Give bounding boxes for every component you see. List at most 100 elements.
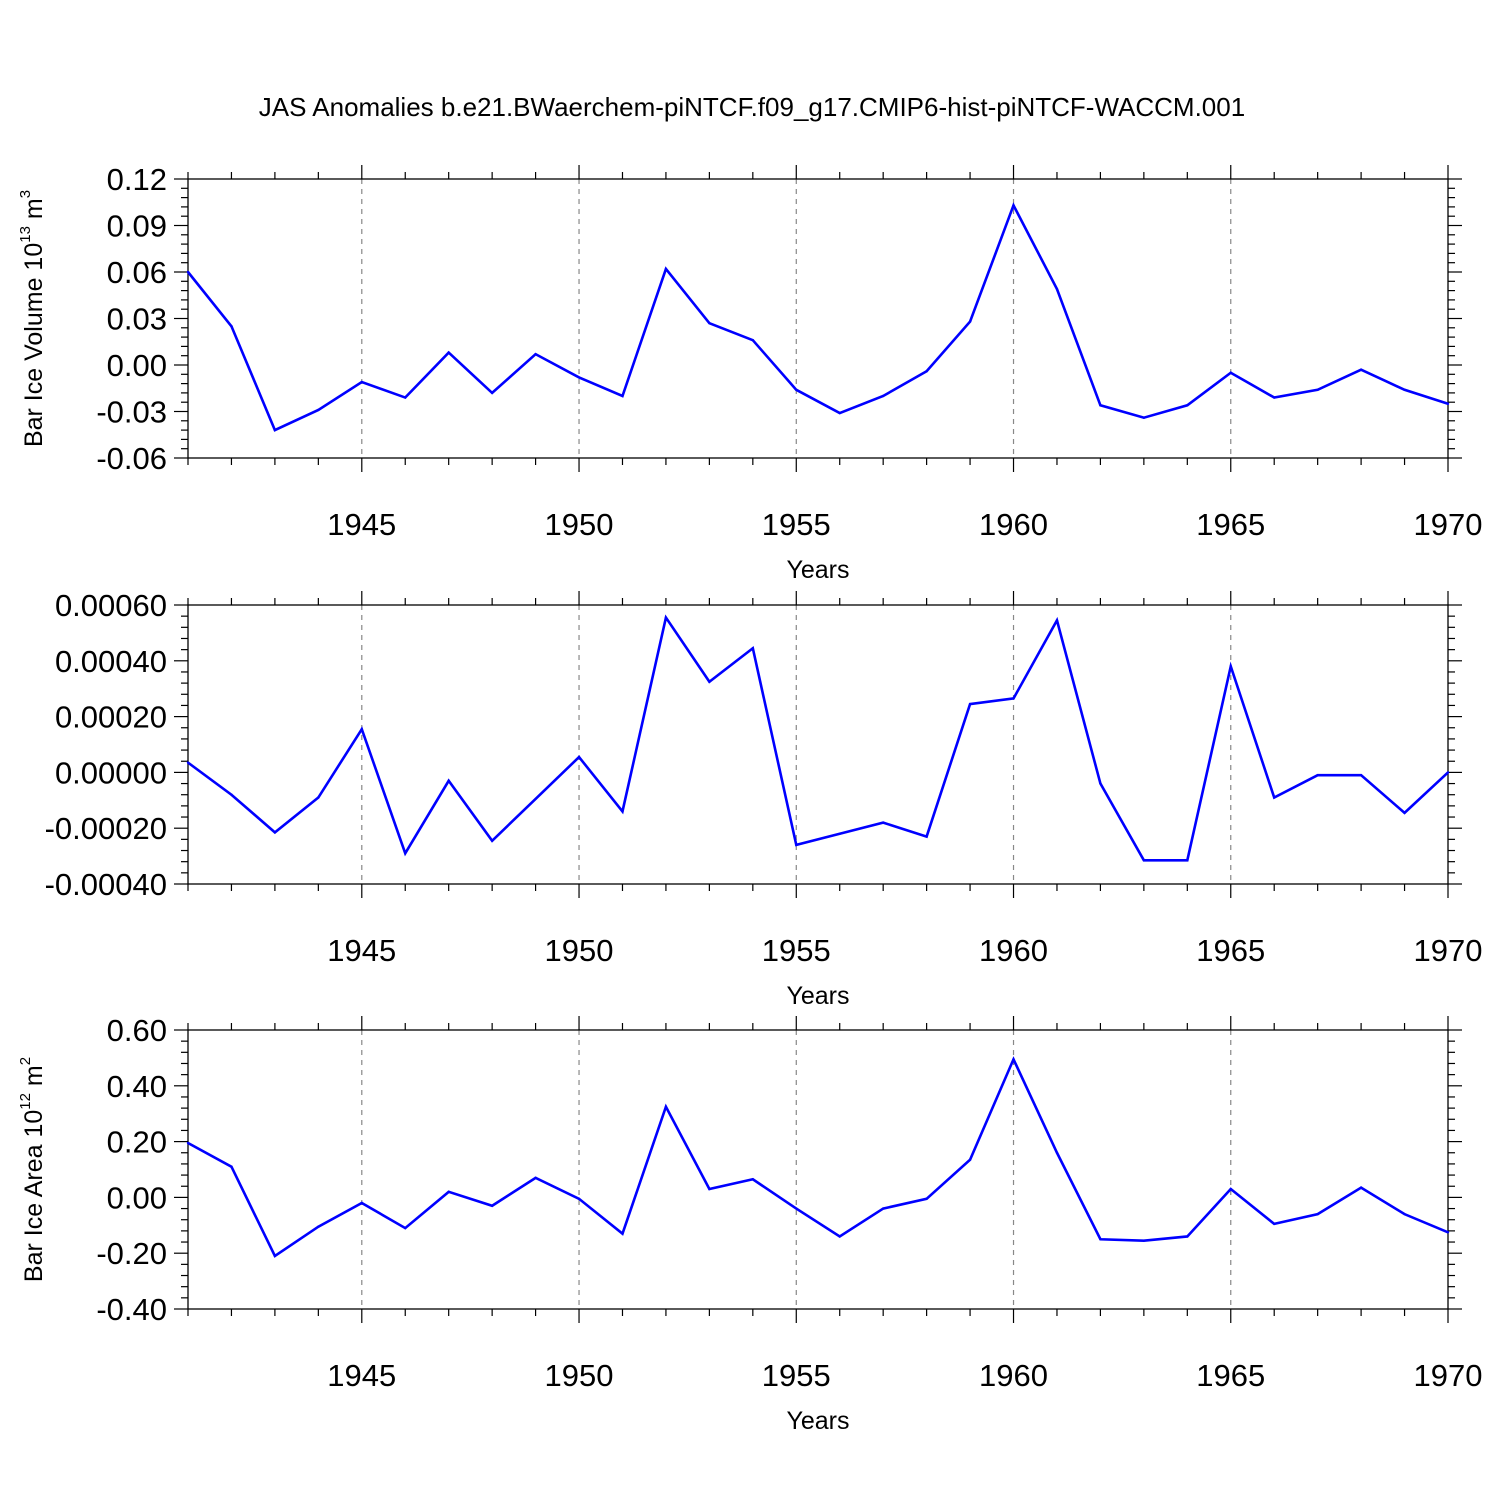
- data-point: [751, 339, 755, 342]
- data-point: [795, 1207, 798, 1210]
- data-point: [968, 702, 972, 706]
- data-point: [404, 396, 407, 399]
- data-point: [1403, 811, 1406, 815]
- y-tick-label: -0.40: [96, 1292, 167, 1327]
- data-point: [447, 351, 450, 354]
- data-point: [230, 793, 233, 796]
- data-point: [925, 1197, 928, 1200]
- y-tick-label: 0.00: [107, 1180, 167, 1215]
- y-tick-label: 0.20: [107, 1125, 167, 1160]
- panel-3: -0.40 -0.20 0.00 0.20 0.40 0.60 1945 1950 1955 19…: [17, 1013, 1482, 1435]
- x-tick-label: 1960: [979, 507, 1048, 542]
- y-tick-label: 0.00060: [55, 588, 167, 623]
- data-point: [273, 1254, 277, 1258]
- panel-2: -0.00040 -0.00020 0.00000 0.00020 0.00040 0.0…: [45, 588, 1483, 1010]
- data-point: [1316, 388, 1319, 391]
- data-point: [664, 616, 668, 619]
- panel-1: -0.06 -0.03 0.00 0.03 0.06 0.09 0.12 1945 1950 19…: [17, 162, 1482, 584]
- data-point: [230, 325, 233, 328]
- data-point: [186, 761, 190, 764]
- y-axis-label-superscript: 13: [17, 226, 34, 243]
- y-axis-label: Bar Ice Volume 1013 m3: [17, 190, 48, 447]
- data-point: [1403, 388, 1406, 391]
- data-point: [577, 755, 581, 759]
- data-point: [1403, 1212, 1406, 1216]
- y-tick-label: -0.06: [96, 441, 167, 476]
- data-point: [317, 796, 320, 799]
- data-point: [621, 1232, 624, 1235]
- data-point: [577, 376, 581, 379]
- y-axis-label-part: Bar Ice Volume 10: [20, 243, 48, 447]
- data-point: [751, 647, 755, 650]
- data-point: [534, 797, 537, 801]
- data-point: [404, 852, 407, 855]
- data-point: [1142, 1239, 1146, 1242]
- x-axis-label: Years: [786, 556, 849, 584]
- series-line: [187, 1056, 1449, 1258]
- data-point: [1055, 287, 1059, 291]
- y-axis-label-part: m: [20, 198, 48, 226]
- x-axis-label: Years: [786, 982, 849, 1010]
- data-point: [273, 428, 277, 432]
- y-axis-label: Bar Ice Area 1012 m2: [17, 1057, 48, 1282]
- x-tick-label: 1965: [1196, 933, 1265, 968]
- chart-title: JAS Anomalies b.e21.BWaerchem-piNTCF.f09…: [259, 92, 1245, 122]
- data-point: [490, 391, 494, 395]
- y-tick-label: -0.03: [96, 395, 167, 430]
- y-axis-label-superscript: 2: [17, 1057, 34, 1065]
- data-point: [447, 1190, 450, 1194]
- data-point: [751, 1178, 755, 1181]
- data-point: [577, 1197, 581, 1200]
- data-point: [664, 1105, 668, 1108]
- data-point: [490, 839, 494, 842]
- data-point: [1229, 1187, 1232, 1191]
- y-tick-label: 0.00020: [55, 700, 167, 735]
- data-point: [1273, 796, 1276, 799]
- data-point: [881, 394, 885, 398]
- data-point: [795, 843, 798, 847]
- data-point: [186, 270, 190, 274]
- data-point: [534, 1176, 537, 1180]
- series-line: [187, 614, 1449, 862]
- x-tick-label: 1945: [327, 507, 396, 542]
- data-point: [1186, 404, 1189, 407]
- data-point: [360, 380, 363, 384]
- plot-frame: [187, 178, 1449, 459]
- y-tick-label: 0.60: [107, 1013, 167, 1048]
- x-tick-label: 1950: [545, 507, 614, 542]
- x-tick-label: 1965: [1196, 507, 1265, 542]
- data-point: [1446, 771, 1450, 774]
- data-point: [1099, 1238, 1102, 1241]
- data-point: [186, 1141, 190, 1145]
- data-point: [1273, 396, 1276, 399]
- data-point: [317, 408, 320, 412]
- data-point: [838, 832, 841, 835]
- data-point: [664, 267, 668, 271]
- data-point: [925, 835, 928, 838]
- data-point: [1142, 859, 1146, 862]
- data-point: [1316, 773, 1319, 777]
- x-tick-label: 1960: [979, 933, 1048, 968]
- data-point: [1229, 371, 1232, 374]
- x-tick-label: 1960: [979, 1358, 1048, 1393]
- data-point: [1099, 782, 1102, 785]
- y-axis-label-part: Bar Ice Area 10: [20, 1110, 48, 1282]
- data-point: [621, 810, 624, 813]
- plot-frame: [187, 604, 1449, 885]
- data-point: [838, 411, 841, 415]
- x-axis-label: Years: [786, 1407, 849, 1435]
- data-point: [1446, 1231, 1450, 1234]
- x-tick-label: 1945: [327, 933, 396, 968]
- y-tick-label: -0.20: [96, 1236, 167, 1271]
- data-point: [968, 1158, 972, 1161]
- data-point: [1099, 404, 1102, 407]
- x-tick-label: 1955: [762, 933, 831, 968]
- y-tick-label: 0.12: [107, 162, 167, 197]
- data-point: [230, 1165, 233, 1168]
- x-tick-label: 1970: [1414, 507, 1483, 542]
- x-tick-label: 1955: [762, 1358, 831, 1393]
- x-tick-label: 1970: [1414, 933, 1483, 968]
- data-point: [1446, 402, 1450, 405]
- data-point: [447, 779, 450, 782]
